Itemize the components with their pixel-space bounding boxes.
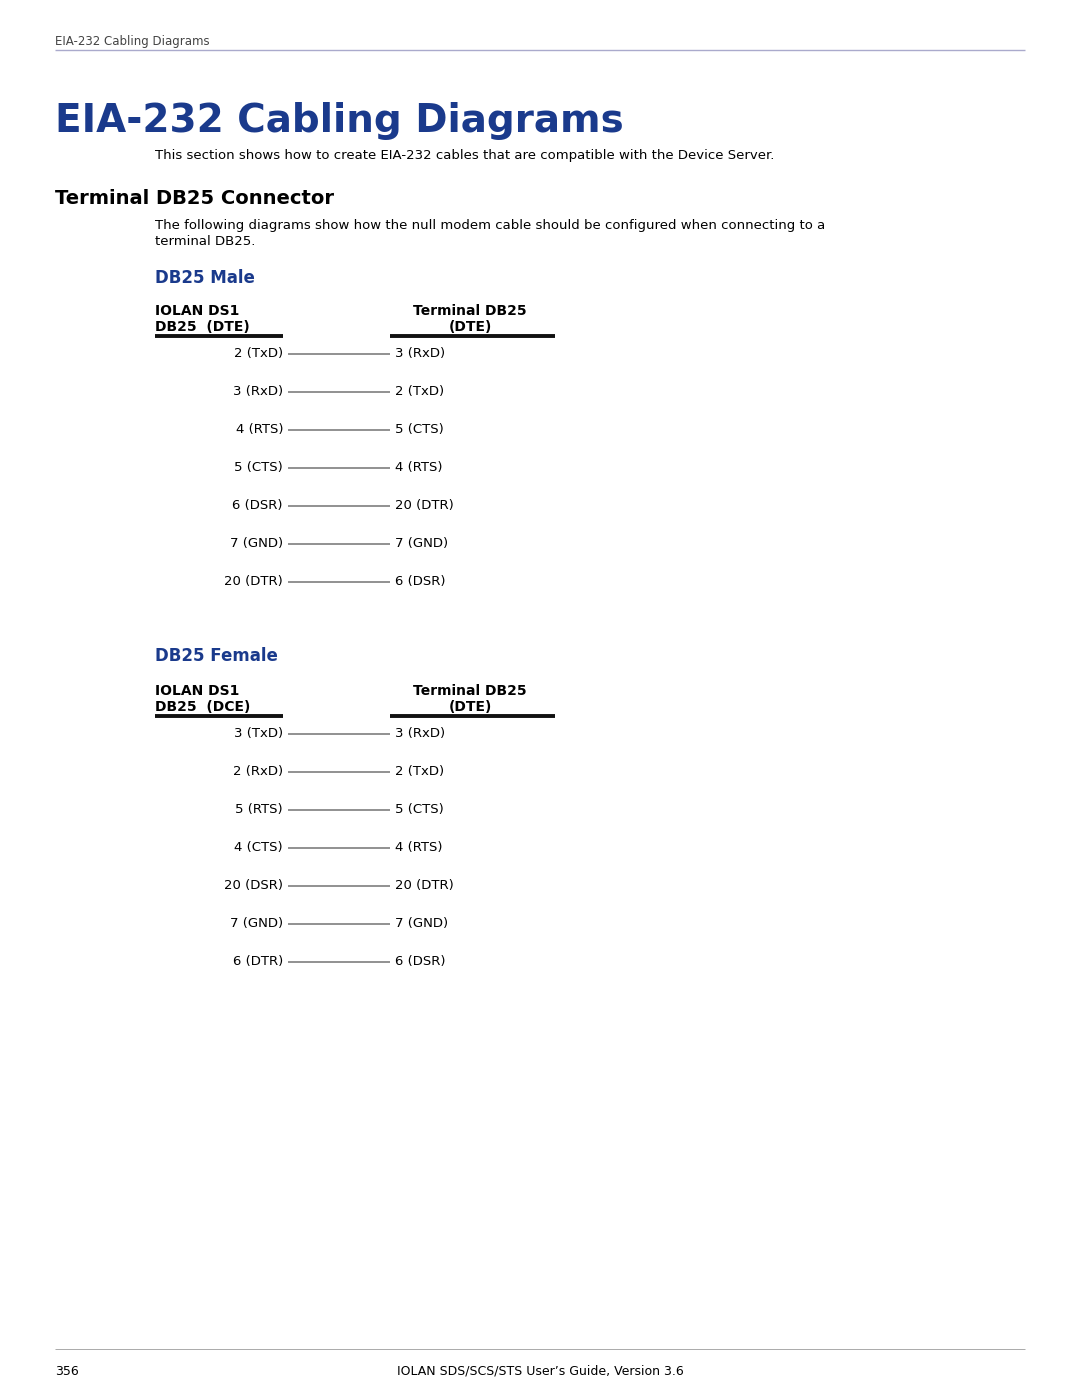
Text: 6 (DSR): 6 (DSR) xyxy=(395,576,446,588)
Text: 20 (DTR): 20 (DTR) xyxy=(395,500,454,513)
Text: DB25  (DTE): DB25 (DTE) xyxy=(156,320,249,334)
Text: 5 (CTS): 5 (CTS) xyxy=(395,803,444,816)
Text: 4 (RTS): 4 (RTS) xyxy=(395,841,443,855)
Text: 5 (CTS): 5 (CTS) xyxy=(234,461,283,475)
Text: 3 (RxD): 3 (RxD) xyxy=(233,386,283,398)
Text: terminal DB25.: terminal DB25. xyxy=(156,235,255,249)
Text: DB25  (DCE): DB25 (DCE) xyxy=(156,700,251,714)
Text: The following diagrams show how the null modem cable should be configured when c: The following diagrams show how the null… xyxy=(156,219,825,232)
Text: 4 (RTS): 4 (RTS) xyxy=(235,423,283,436)
Text: 3 (RxD): 3 (RxD) xyxy=(395,348,445,360)
Text: 4 (RTS): 4 (RTS) xyxy=(395,461,443,475)
Text: 6 (DTR): 6 (DTR) xyxy=(233,956,283,968)
Text: 2 (RxD): 2 (RxD) xyxy=(233,766,283,778)
Text: 20 (DSR): 20 (DSR) xyxy=(224,880,283,893)
Text: Terminal DB25 Connector: Terminal DB25 Connector xyxy=(55,189,334,208)
Text: 2 (TxD): 2 (TxD) xyxy=(395,766,444,778)
Text: 7 (GND): 7 (GND) xyxy=(395,538,448,550)
Text: Terminal DB25: Terminal DB25 xyxy=(414,685,527,698)
Text: 6 (DSR): 6 (DSR) xyxy=(232,500,283,513)
Text: 7 (GND): 7 (GND) xyxy=(395,918,448,930)
Text: DB25 Female: DB25 Female xyxy=(156,647,278,665)
Text: IOLAN DS1: IOLAN DS1 xyxy=(156,685,240,698)
Text: 3 (RxD): 3 (RxD) xyxy=(395,728,445,740)
Text: 2 (TxD): 2 (TxD) xyxy=(395,386,444,398)
Text: 20 (DTR): 20 (DTR) xyxy=(225,576,283,588)
Text: IOLAN DS1: IOLAN DS1 xyxy=(156,305,240,319)
Text: 3 (TxD): 3 (TxD) xyxy=(234,728,283,740)
Text: (DTE): (DTE) xyxy=(448,320,491,334)
Text: (DTE): (DTE) xyxy=(448,700,491,714)
Text: 5 (RTS): 5 (RTS) xyxy=(235,803,283,816)
Text: DB25 Male: DB25 Male xyxy=(156,270,255,286)
Text: 7 (GND): 7 (GND) xyxy=(230,918,283,930)
Text: This section shows how to create EIA-232 cables that are compatible with the Dev: This section shows how to create EIA-232… xyxy=(156,149,774,162)
Text: 20 (DTR): 20 (DTR) xyxy=(395,880,454,893)
Text: EIA-232 Cabling Diagrams: EIA-232 Cabling Diagrams xyxy=(55,102,624,140)
Text: 4 (CTS): 4 (CTS) xyxy=(234,841,283,855)
Text: IOLAN SDS/SCS/STS User’s Guide, Version 3.6: IOLAN SDS/SCS/STS User’s Guide, Version … xyxy=(396,1365,684,1377)
Text: 5 (CTS): 5 (CTS) xyxy=(395,423,444,436)
Text: 7 (GND): 7 (GND) xyxy=(230,538,283,550)
Text: Terminal DB25: Terminal DB25 xyxy=(414,305,527,319)
Text: EIA-232 Cabling Diagrams: EIA-232 Cabling Diagrams xyxy=(55,35,210,47)
Text: 2 (TxD): 2 (TxD) xyxy=(234,348,283,360)
Text: 6 (DSR): 6 (DSR) xyxy=(395,956,446,968)
Text: 356: 356 xyxy=(55,1365,79,1377)
